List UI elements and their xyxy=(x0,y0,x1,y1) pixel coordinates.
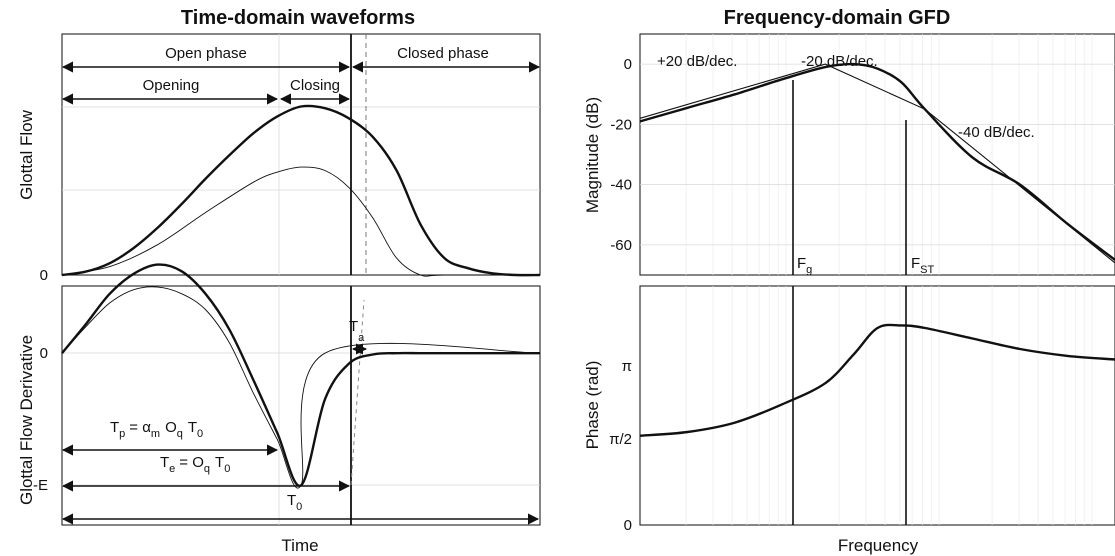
phase-series xyxy=(639,323,1115,437)
right-top-frame xyxy=(639,33,1115,276)
right-top-panel: Magnitude (dB) 0 -20 -40 -60 Fg FST +20 dB/… xyxy=(583,33,1115,276)
ta-tangent-line xyxy=(350,299,365,486)
open-phase-label: Open phase xyxy=(165,45,247,62)
left-top-panel: Glottal Flow 0 Open phase Closed phase O… xyxy=(17,33,541,284)
glottal-flow-derivative-thin-series xyxy=(61,286,541,489)
te-label: Te = Oq T0 xyxy=(160,454,230,475)
ytick-label: -60 xyxy=(610,237,632,254)
ytick-label: -20 xyxy=(610,116,632,133)
closed-phase-label: Closed phase xyxy=(397,45,489,62)
ytick-label: 0 xyxy=(40,345,48,362)
ytick-label: π xyxy=(622,358,632,375)
ytick-label: π/2 xyxy=(609,431,632,448)
magnitude-asymptote-series xyxy=(639,63,1115,264)
ytick-label: -E xyxy=(33,477,48,494)
slope-plus20-label: +20 dB/dec. xyxy=(657,53,737,70)
tp-label: Tp = αm Oq T0 xyxy=(110,419,203,440)
magnitude-yticks: 0 -20 -40 -60 xyxy=(610,56,1115,254)
glottal-flow-derivative-thick-series xyxy=(61,263,540,487)
left-bottom-frame xyxy=(61,285,541,526)
ytick-label: -40 xyxy=(610,177,632,194)
closing-label: Closing xyxy=(290,77,340,94)
t0-label: T0 xyxy=(287,492,302,513)
left-bottom-panel: Glottal Flow Derivative Time 0 -E Ta Tp =… xyxy=(17,263,541,555)
left-top-frame xyxy=(61,33,541,276)
left-bottom-ylabel: Glottal Flow Derivative xyxy=(17,335,36,505)
right-bottom-frame xyxy=(639,285,1115,526)
right-chart-title: Frequency-domain GFD xyxy=(724,7,951,29)
phase-ylabel: Phase (rad) xyxy=(583,361,602,450)
left-chart-title: Time-domain waveforms xyxy=(181,7,415,29)
ytick-label: 0 xyxy=(40,267,48,284)
ta-label: Ta xyxy=(349,318,365,344)
left-bottom-xlabel: Time xyxy=(281,536,318,555)
fg-label: Fg xyxy=(797,255,812,276)
fst-label: FST xyxy=(911,255,935,276)
ytick-label: 0 xyxy=(624,517,632,534)
slope-minus40-label: -40 dB/dec. xyxy=(958,124,1035,141)
glottal-flow-thin-series xyxy=(61,166,540,277)
opening-label: Opening xyxy=(143,77,200,94)
magnitude-series xyxy=(639,62,1115,261)
left-top-ylabel: Glottal Flow xyxy=(17,109,36,199)
glottal-flow-thick-series xyxy=(61,104,541,277)
log-grid xyxy=(685,286,1093,525)
log-grid xyxy=(685,34,1093,275)
right-bottom-panel: Phase (rad) Frequency 0 π/2 π xyxy=(583,285,1115,555)
frequency-xlabel: Frequency xyxy=(838,536,919,555)
magnitude-ylabel: Magnitude (dB) xyxy=(583,97,602,213)
ytick-label: 0 xyxy=(624,56,632,73)
